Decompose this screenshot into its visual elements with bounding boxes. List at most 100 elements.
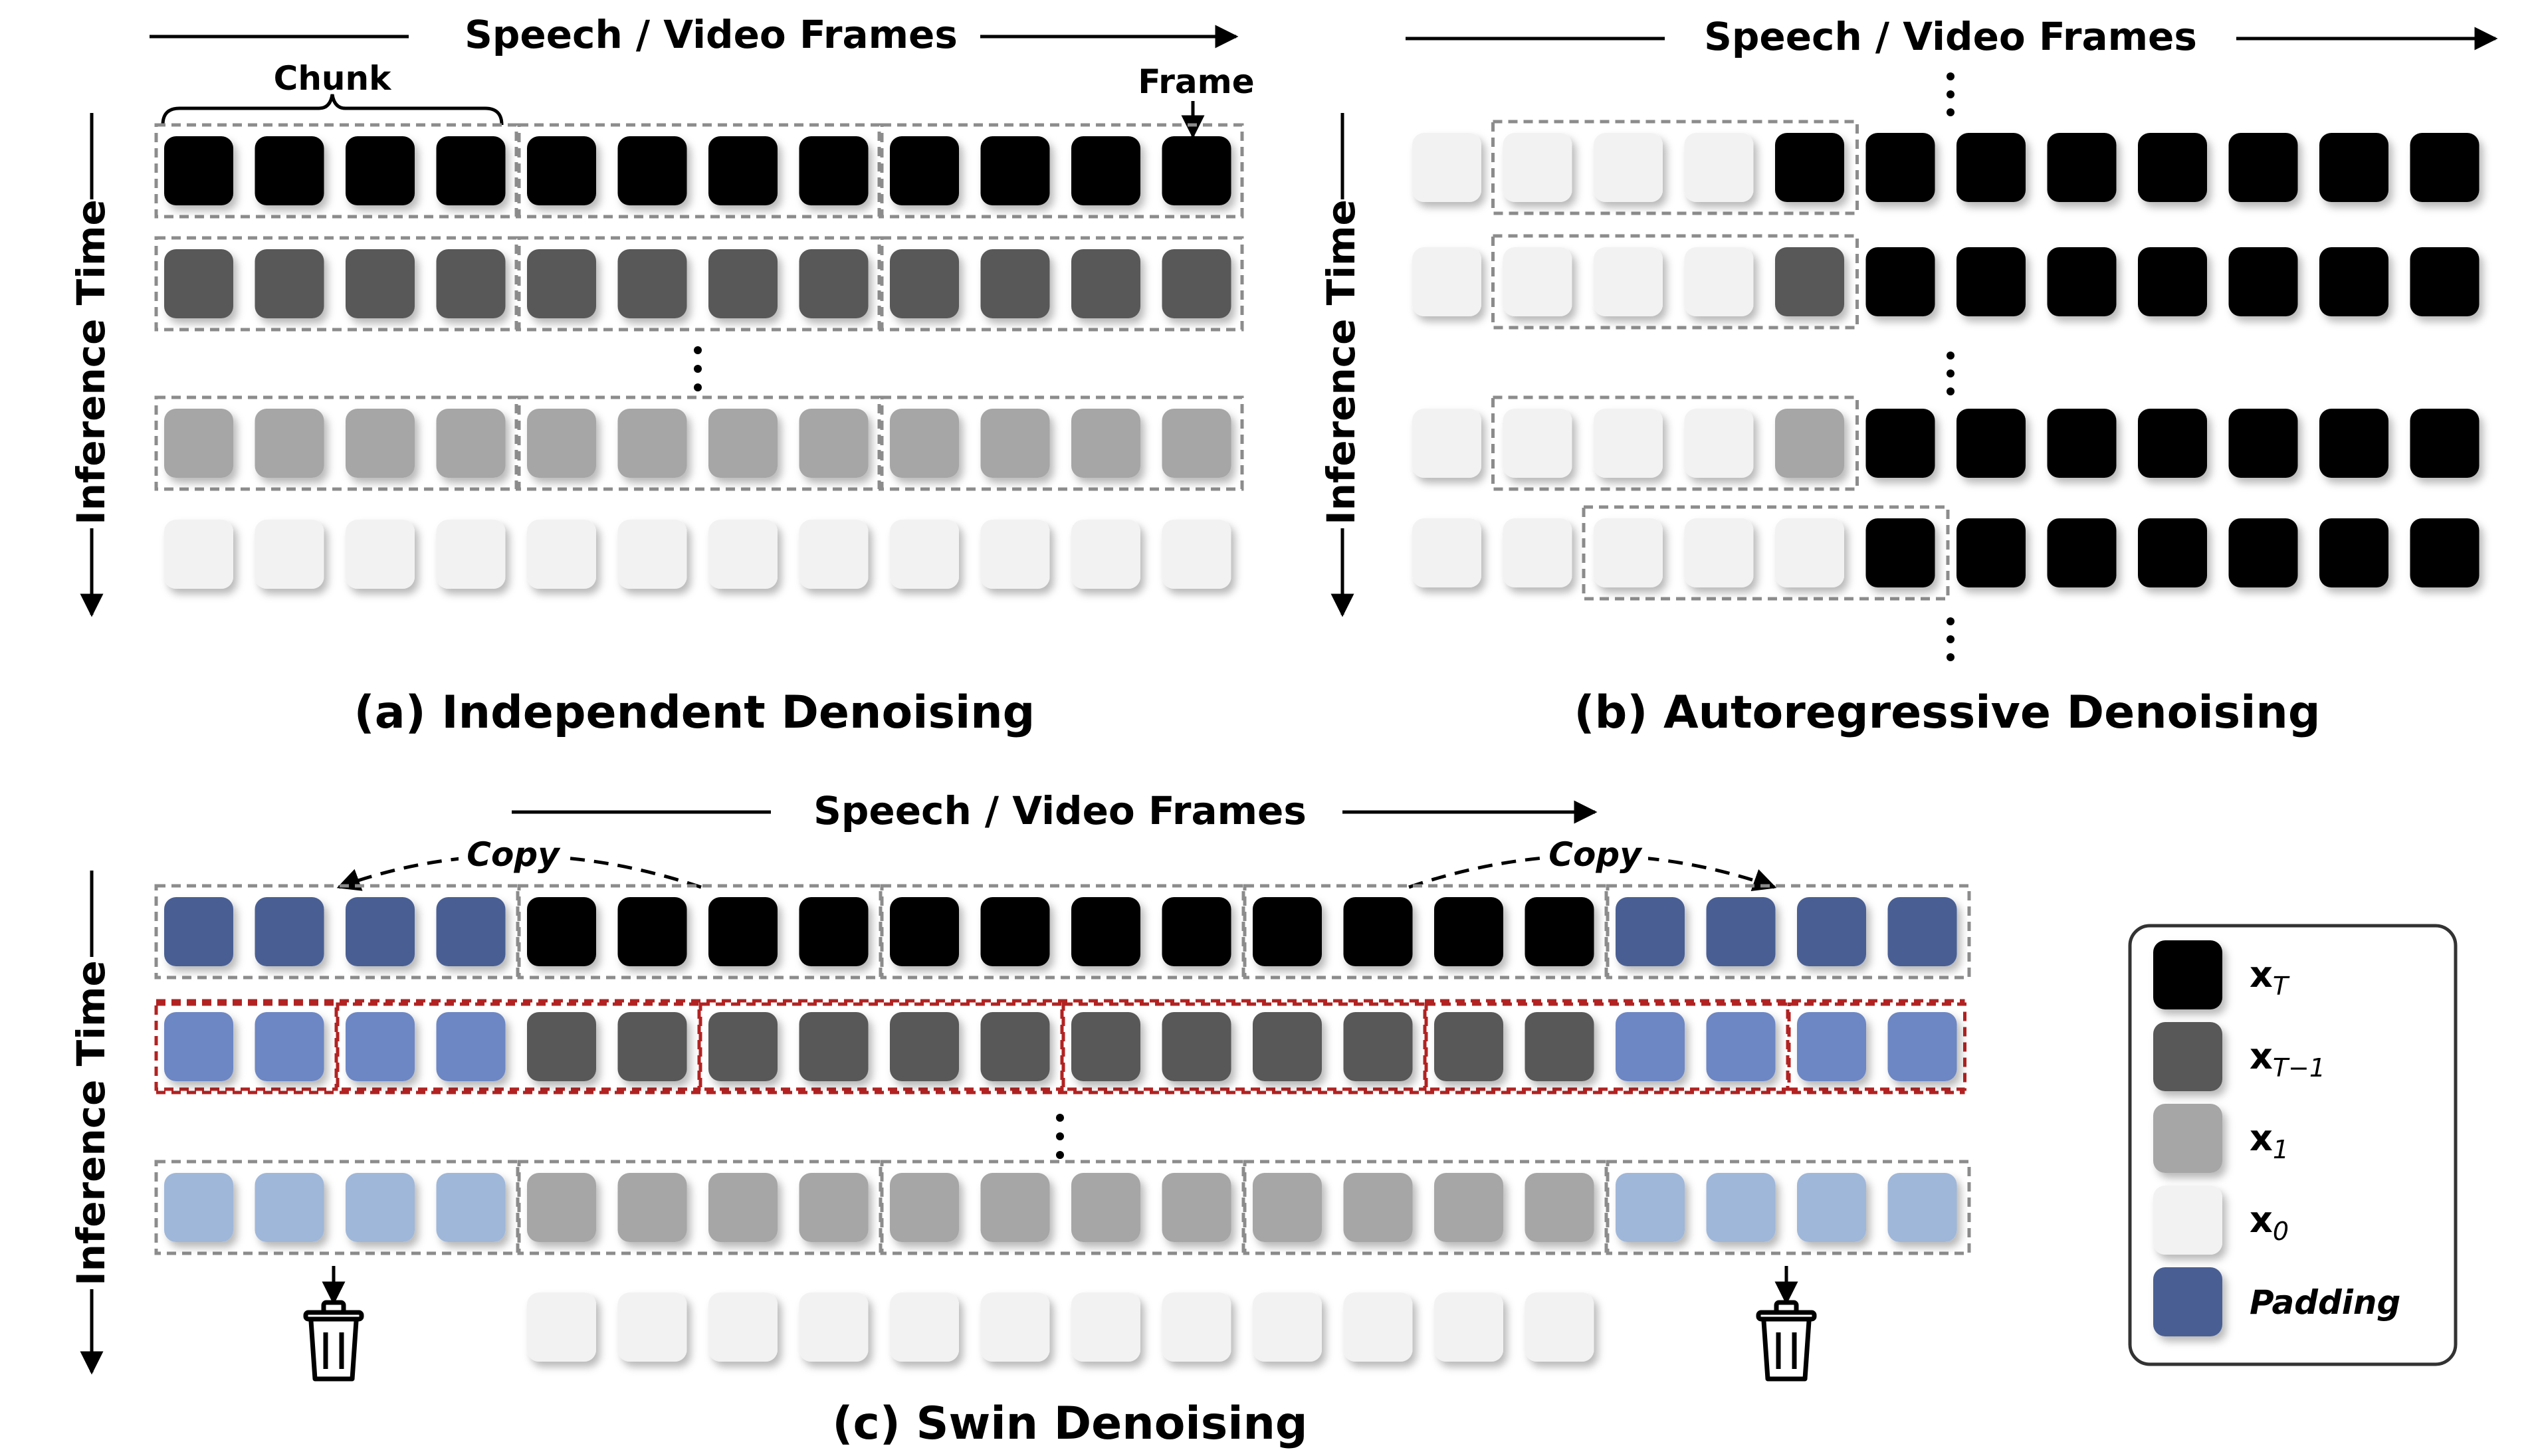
frame-square — [2047, 133, 2117, 202]
frame-square — [1434, 1012, 1503, 1081]
frame-square — [2138, 133, 2207, 202]
frame-square — [1775, 409, 1844, 478]
padding-frame — [164, 1173, 233, 1242]
frame-square — [436, 520, 506, 589]
panel-c-ellipsis — [1056, 1114, 1064, 1159]
padding-frame — [1797, 1012, 1866, 1081]
frame-square — [890, 520, 959, 589]
frame-square — [527, 520, 596, 589]
frame-square — [890, 136, 959, 205]
frame-square — [346, 409, 415, 478]
panel-a: Speech / Video Frames Inference Time Chu… — [68, 12, 1255, 739]
copy-label-right: Copy — [1548, 835, 1643, 874]
frame-square — [2319, 409, 2388, 478]
panel-a-frames — [154, 123, 1244, 589]
frame-square — [1956, 409, 2026, 478]
frame-square — [164, 520, 233, 589]
frame-square — [1162, 1012, 1231, 1081]
padding-frame — [255, 1173, 324, 1242]
frame-square — [346, 136, 415, 205]
frame-square — [1956, 518, 2026, 587]
frame-square — [1412, 518, 1481, 587]
frame-square — [980, 1012, 1050, 1081]
frame-square — [1525, 1293, 1594, 1362]
padding-frame — [164, 1012, 233, 1081]
chunk-box — [517, 395, 881, 491]
frame-square — [2047, 409, 2117, 478]
frame-square — [1865, 133, 1935, 202]
frame-square — [617, 136, 687, 205]
frame-square — [617, 249, 687, 318]
padding-frame — [1797, 1173, 1866, 1242]
frame-square — [1162, 409, 1231, 478]
frame-square — [346, 520, 415, 589]
frame-square — [1162, 249, 1231, 318]
frame-square — [1956, 133, 2026, 202]
chunk-box — [880, 884, 1245, 980]
frame-square — [2410, 409, 2480, 478]
frame-square — [1434, 1173, 1503, 1242]
shifted-window-box — [336, 1002, 701, 1091]
frame-square — [1525, 1173, 1594, 1242]
frame-square — [617, 1012, 687, 1081]
frame-square — [1071, 409, 1140, 478]
frame-square — [164, 136, 233, 205]
panel-b-caption: (b) Autoregressive Denoising — [1574, 686, 2321, 739]
frame-square — [1412, 133, 1481, 202]
panel-a-ellipsis — [694, 346, 702, 391]
frame-square — [1071, 1173, 1140, 1242]
frame-square — [2138, 409, 2207, 478]
frame-square — [617, 1293, 687, 1362]
panel-b-frames — [1412, 120, 2480, 601]
frame-square — [1594, 409, 1663, 478]
frame-square — [2047, 518, 2117, 587]
frame-square — [255, 136, 324, 205]
padding-frame — [1887, 897, 1957, 966]
padding-frame — [1887, 1012, 1957, 1081]
panel-c-caption: (c) Swin Denoising — [832, 1398, 1307, 1450]
legend-swatch — [2153, 1186, 2222, 1255]
frame-square — [799, 409, 869, 478]
frame-square — [527, 136, 596, 205]
frame-square — [617, 897, 687, 966]
frame-square — [2047, 247, 2117, 316]
frame-square — [2228, 409, 2298, 478]
panel-c-side-label: Inference Time — [68, 960, 114, 1286]
frame-square — [164, 409, 233, 478]
legend-swatch — [2153, 1104, 2222, 1173]
frame-square — [527, 249, 596, 318]
chunk-box — [1606, 884, 1971, 980]
copy-arrow-left — [336, 854, 702, 891]
chunk-box — [154, 1160, 520, 1255]
frame-square — [1775, 247, 1844, 316]
frame-square — [799, 136, 869, 205]
frame-square — [890, 1293, 959, 1362]
legend-label: xT−1 — [2250, 1035, 2325, 1083]
chunk-box — [154, 395, 518, 491]
chunk-box — [1606, 1160, 1971, 1255]
padding-frame — [1706, 1012, 1776, 1081]
frame-square — [1525, 897, 1594, 966]
frame-square — [1594, 518, 1663, 587]
padding-frame — [255, 1012, 324, 1081]
legend-swatch — [2153, 940, 2222, 1009]
panel-b-ellipsis-mid — [1947, 352, 1955, 395]
chunk-box — [1243, 1160, 1608, 1255]
frame-square — [2228, 133, 2298, 202]
frame-square — [255, 520, 324, 589]
frame-square — [1162, 1173, 1231, 1242]
padding-frame — [1797, 897, 1866, 966]
panel-b-side-label: Inference Time — [1319, 199, 1364, 525]
frame-square — [1343, 1293, 1413, 1362]
frame-square — [1071, 520, 1140, 589]
chunk-box — [880, 236, 1244, 332]
frame-square — [708, 249, 778, 318]
chunk-box — [880, 1160, 1245, 1255]
frame-square — [980, 520, 1050, 589]
frame-square — [1503, 133, 1572, 202]
frame-square — [799, 249, 869, 318]
padding-frame — [1887, 1173, 1957, 1242]
frame-square — [2410, 247, 2480, 316]
shifted-window-box — [1061, 1002, 1427, 1091]
frame-square — [2138, 247, 2207, 316]
